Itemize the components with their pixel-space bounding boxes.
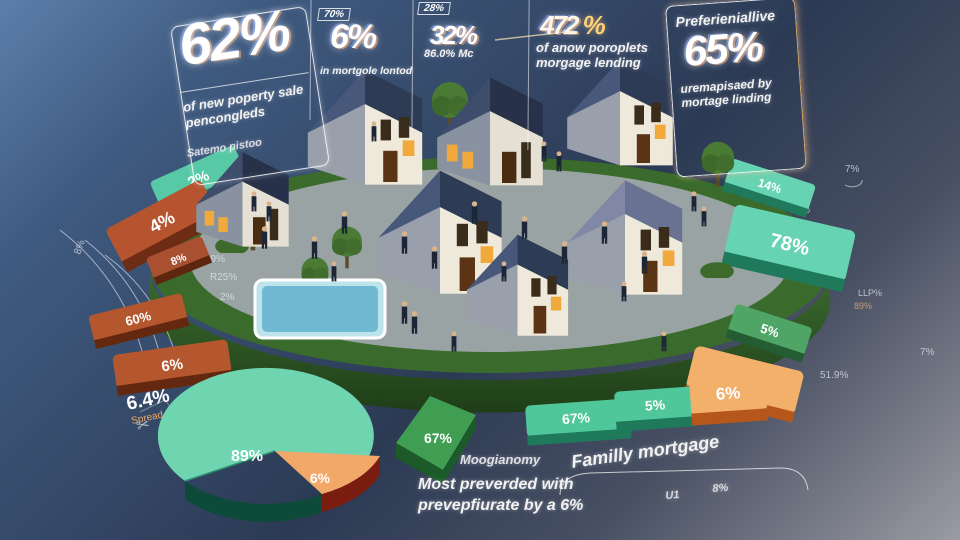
svg-text:6%: 6% <box>160 356 184 376</box>
svg-text:6%: 6% <box>715 383 741 404</box>
svg-text:67%: 67% <box>424 430 453 446</box>
svg-text:51.9%: 51.9% <box>820 370 848 381</box>
svg-text:7%: 7% <box>920 347 935 358</box>
svg-text:8%: 8% <box>72 239 87 256</box>
svg-text:7%: 7% <box>845 164 860 175</box>
svg-text:R25%: R25% <box>210 272 237 283</box>
svg-text:5%: 5% <box>644 396 666 413</box>
svg-text:2%: 2% <box>220 292 235 303</box>
svg-text:89%: 89% <box>854 301 872 311</box>
svg-text:LLP%: LLP% <box>858 288 882 298</box>
svg-text:89%: 89% <box>231 448 263 465</box>
svg-text:67%: 67% <box>561 409 591 427</box>
svg-text:6%: 6% <box>310 470 331 486</box>
